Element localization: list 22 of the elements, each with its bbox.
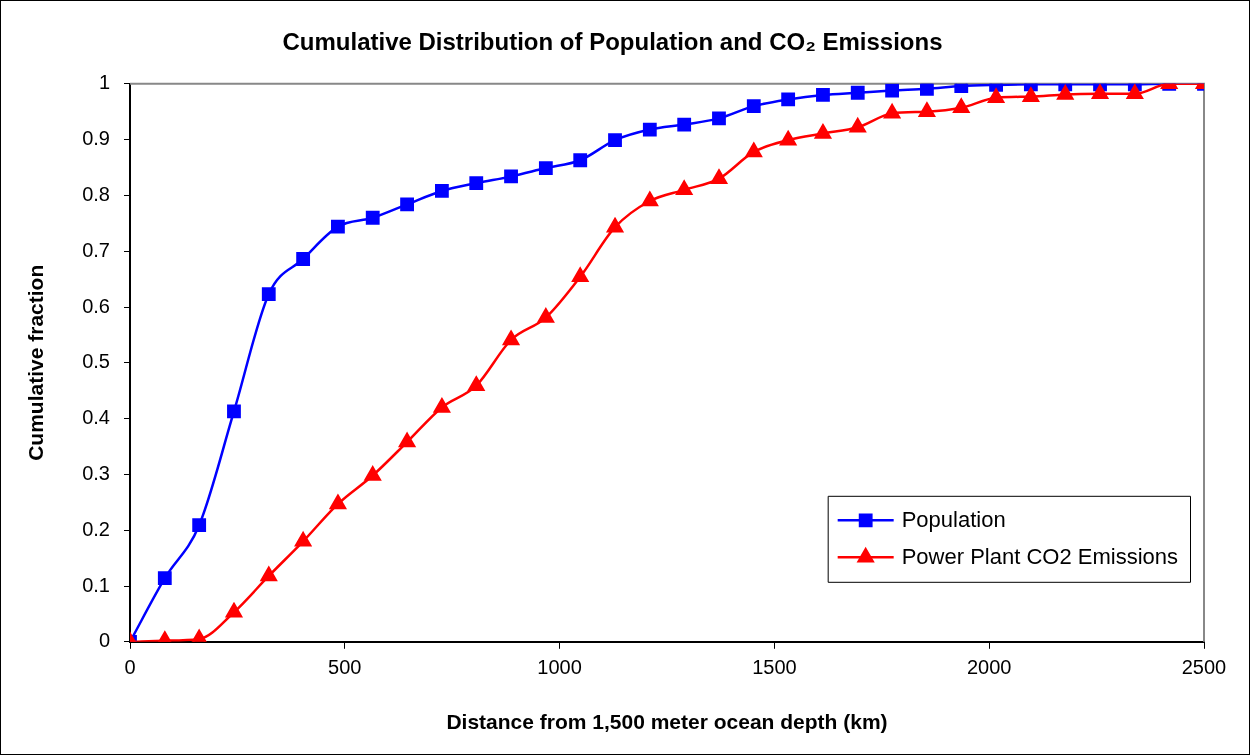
- y-tick-label: 0.8: [82, 182, 110, 205]
- x-tick-label: 500: [328, 656, 362, 679]
- x-tick-label: 2500: [1181, 656, 1227, 679]
- x-tick-label: 0: [124, 656, 136, 679]
- legend-label: Population: [901, 507, 1006, 533]
- y-tick-label: 0.9: [82, 127, 110, 150]
- y-tick-label: 0.2: [82, 517, 110, 540]
- x-tick-label: 1500: [752, 656, 797, 679]
- legend-label: Power Plant CO2 Emissions: [901, 544, 1179, 570]
- y-axis-title: Cumulative fraction: [24, 264, 48, 461]
- chart-title: Cumulative Distribution of Population and CO₂ Emissions: [282, 28, 943, 56]
- y-tick-label: 1: [98, 71, 110, 94]
- y-tick-label: 0.7: [82, 238, 110, 261]
- y-tick-label: 0: [98, 629, 110, 652]
- y-tick-label: 0.5: [82, 350, 110, 373]
- x-tick-label: 1000: [537, 656, 582, 679]
- y-tick-label: 0.3: [82, 461, 110, 484]
- x-axis-title: Distance from 1,500 meter ocean depth (km): [446, 710, 888, 734]
- x-tick-label: 2000: [966, 656, 1012, 679]
- y-tick-label: 0.4: [82, 406, 110, 429]
- y-tick-label: 0.1: [82, 573, 110, 596]
- y-tick-label: 0.6: [82, 294, 110, 317]
